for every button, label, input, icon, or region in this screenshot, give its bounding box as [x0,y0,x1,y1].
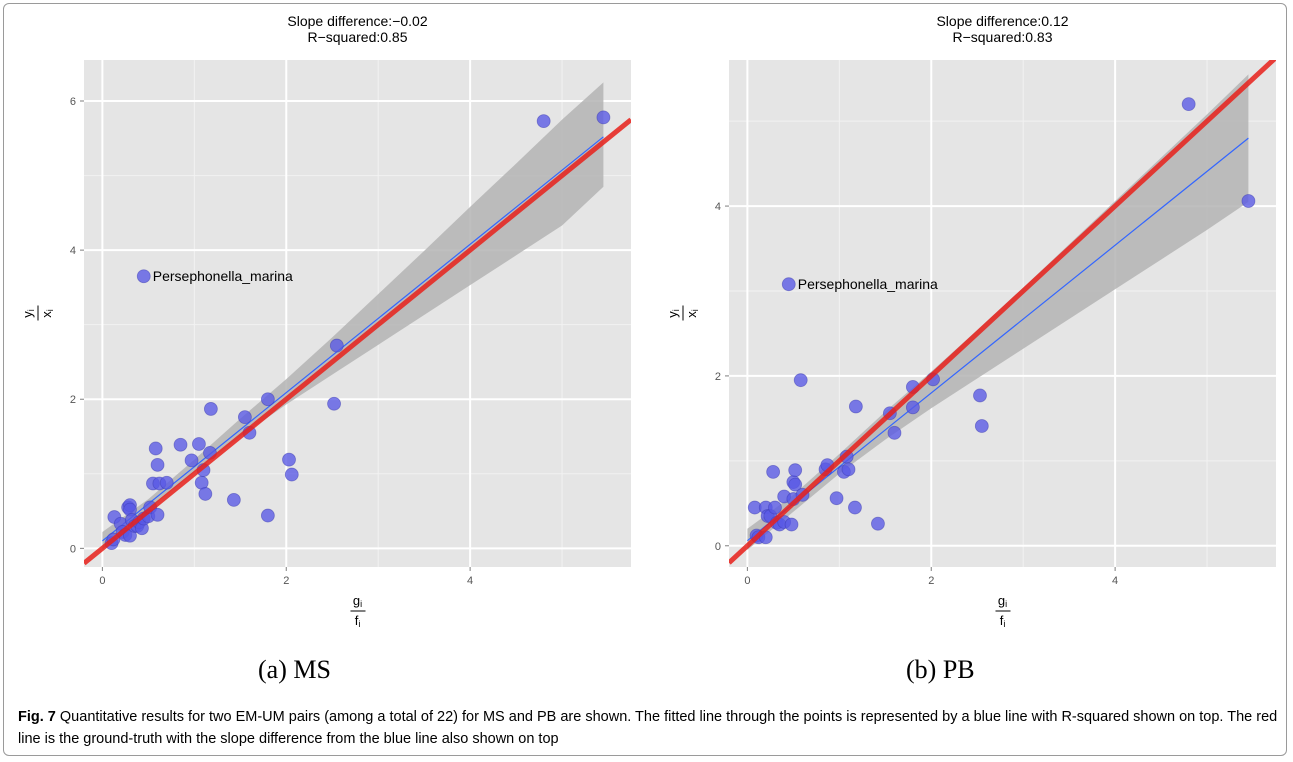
data-point [150,507,165,522]
data-point [327,396,341,411]
data-point [784,517,799,532]
data-point [905,400,920,415]
data-point [848,399,863,414]
data-point [781,277,796,292]
y-axis-label-denominator: xi [684,309,700,318]
x-axis-label-denominator: fi [355,613,361,629]
y-axis-label-denominator: xi [39,309,55,318]
point-annotation: Persephonella_marina [153,268,293,284]
data-point [260,508,275,523]
x-tick-label: 0 [99,575,105,587]
data-point [136,269,151,284]
x-axis-label-numerator: gi [998,593,1007,609]
y-tick-label: 6 [70,96,76,108]
data-point [788,477,803,492]
figure-frame [3,3,1287,756]
data-point [841,462,856,477]
x-axis-label-numerator: gi [353,593,362,609]
chart-title-line: R−squared:0.83 [952,29,1052,45]
data-point [198,487,213,501]
y-tick-label: 0 [70,543,76,555]
data-point [536,114,551,129]
data-point [974,419,989,433]
data-point [159,475,174,490]
data-point [282,452,296,467]
data-point [173,437,188,452]
data-point [848,500,862,515]
y-tick-label: 4 [70,245,76,257]
y-tick-label: 0 [715,541,721,553]
data-point [596,110,611,125]
data-point [973,388,987,403]
data-point [887,425,902,440]
data-point [192,437,206,451]
y-tick-label: 2 [70,394,76,406]
data-point [766,464,781,479]
x-tick-label: 2 [928,575,934,587]
confidence-band [102,82,604,550]
chart-title-line: R−squared:0.85 [307,29,407,45]
data-point [788,463,803,478]
data-point [1241,194,1256,208]
data-point [148,441,163,456]
data-point [768,500,782,515]
figure-caption: Fig. 7 Quantitative results for two EM-U… [18,706,1280,750]
data-point [1181,97,1196,112]
scatter-panel-pb: Persephonella_marina 0 2 4 0 2 4 Slope differen… [665,13,1276,629]
x-axis-label-denominator: fi [1000,613,1006,629]
subcaption-pb: (b) PB [906,655,975,684]
x-tick-label: 0 [744,575,750,587]
data-point [203,402,218,416]
data-point [150,457,165,472]
y-axis-label-numerator: yi [665,309,681,318]
data-point [793,373,808,388]
data-point [184,453,199,468]
y-tick-label: 2 [715,371,721,383]
x-tick-label: 2 [283,575,289,587]
data-point [329,338,344,353]
scatter-panel-ms: Persephonella_marina 0 2 4 0 2 4 6 Slope differe… [20,13,631,629]
y-tick-label: 4 [715,201,721,213]
x-tick-label: 4 [1112,575,1118,587]
fit-line [102,136,604,542]
data-point [829,491,844,506]
caption-label: Fig. 7 [18,709,56,725]
data-point [260,392,275,407]
chart-title-line: Slope difference:−0.02 [287,13,427,29]
x-tick-label: 4 [467,575,473,587]
data-point [871,516,885,531]
ground-truth-line [84,117,631,566]
data-point [226,492,241,507]
subcaption-ms: (a) MS [258,655,331,684]
plot-content [84,82,631,566]
ground-truth-line [729,60,1276,565]
chart-title-line: Slope difference:0.12 [936,13,1068,29]
data-point [237,410,252,425]
y-axis-label-numerator: yi [20,309,36,318]
caption-text: Quantitative results for two EM-UM pairs… [18,709,1278,747]
plot-content [729,60,1276,565]
data-point [284,467,299,482]
point-annotation: Persephonella_marina [798,276,938,292]
